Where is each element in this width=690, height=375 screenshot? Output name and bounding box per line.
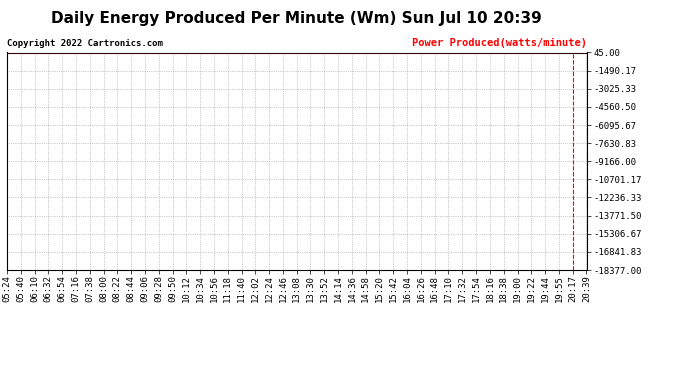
Text: Power Produced(watts/minute): Power Produced(watts/minute) [411, 38, 586, 48]
Text: Copyright 2022 Cartronics.com: Copyright 2022 Cartronics.com [7, 39, 163, 48]
Text: Daily Energy Produced Per Minute (Wm) Sun Jul 10 20:39: Daily Energy Produced Per Minute (Wm) Su… [51, 11, 542, 26]
